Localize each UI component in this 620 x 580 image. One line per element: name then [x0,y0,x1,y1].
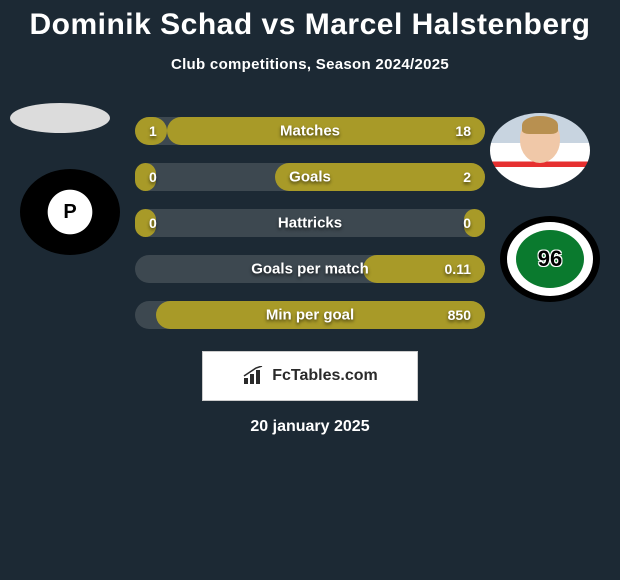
stat-value-right: 0.11 [445,261,471,277]
attribution-badge: FcTables.com [202,351,418,401]
chart-icon [242,366,266,386]
stat-label: Goals [289,169,331,186]
stat-bars: Matches 1 18 Goals 0 2 Hattricks 0 0 Goals per ma… [135,117,485,347]
stat-value-left: 0 [149,169,157,185]
club-left-letter: P [32,181,108,243]
date-label: 20 january 2025 [0,418,620,436]
stat-value-right: 18 [455,123,471,139]
attribution-text: FcTables.com [272,367,378,385]
stat-label: Min per goal [266,307,354,324]
subtitle: Club competitions, Season 2024/2025 [0,56,620,73]
stat-label: Matches [280,123,340,140]
stat-row: Goals per match 0.11 [135,255,485,283]
stat-row: Goals 0 2 [135,163,485,191]
stat-label: Hattricks [278,215,342,232]
player-left-club-badge: P [20,169,120,255]
stat-row: Min per goal 850 [135,301,485,329]
player-left-avatar [10,103,110,133]
page-title: Dominik Schad vs Marcel Halstenberg [0,0,620,42]
stat-value-left: 1 [149,123,157,139]
stat-value-right: 850 [448,307,471,323]
player-right-club-badge: 96 [500,216,600,302]
stat-label: Goals per match [251,261,369,278]
stat-row: Matches 1 18 [135,117,485,145]
stat-row: Hattricks 0 0 [135,209,485,237]
player-right-avatar [490,113,590,188]
stat-value-right: 0 [463,215,471,231]
stat-value-left: 0 [149,215,157,231]
stat-value-right: 2 [463,169,471,185]
club-right-number: 96 [538,246,562,272]
